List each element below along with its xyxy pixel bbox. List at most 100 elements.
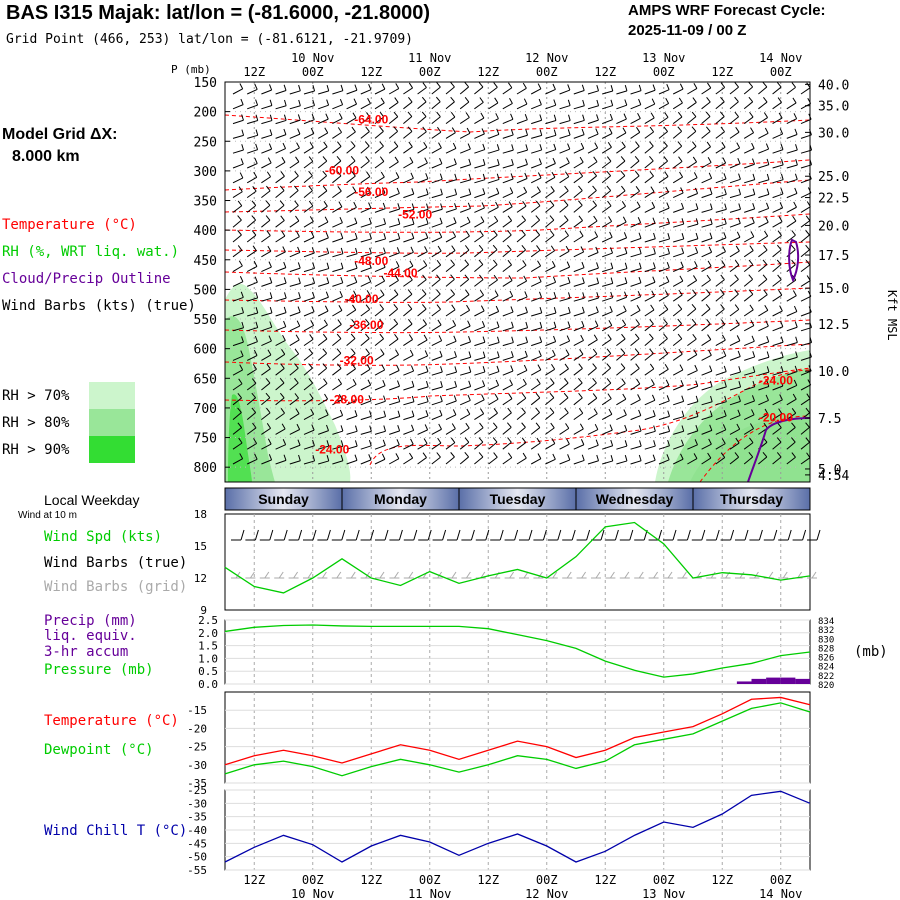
height-tick-label: 4.54: [818, 469, 849, 484]
wind-barb-grid-flag: [451, 571, 457, 579]
wind-barb-upper: [261, 190, 271, 198]
wind-barb-upper: [673, 444, 684, 450]
wind-barb-upper-flag: [594, 231, 599, 237]
wind-barb-upper-flag: [735, 437, 740, 444]
wind-barb-upper: [587, 267, 599, 273]
wind-barb-upper-flag: [749, 111, 754, 118]
wind-barb-upper-flag: [480, 408, 485, 414]
wind-barb-upper: [601, 353, 612, 361]
wind-barb-upper-flag: [351, 363, 356, 370]
date-label-bottom: 14 Nov: [759, 887, 802, 900]
wind-barb-upper-flag: [720, 96, 725, 103]
wind-barb-upper-flag: [496, 336, 500, 343]
wind-barb-upper-flag: [326, 440, 330, 447]
wind-barb-upper-flag: [663, 348, 669, 355]
wind-barb-upper-flag: [294, 393, 299, 399]
wind-barb-upper-flag: [510, 365, 514, 372]
wind-barb-upper: [559, 120, 571, 125]
wind-barb-grid-flag: [667, 571, 673, 579]
wind-barb-upper-flag: [634, 333, 640, 339]
wind-barb-true-flag: [773, 529, 778, 541]
wind-barb-upper-flag: [748, 82, 754, 88]
wind-barb-upper: [318, 268, 329, 273]
wind-barb-upper-flag: [664, 112, 669, 118]
wind-barb-upper: [729, 428, 740, 435]
wind-barb-upper: [701, 177, 712, 184]
wind-barb-upper: [374, 400, 386, 406]
wind-barb-upper-flag: [350, 156, 356, 162]
wind-barb-upper: [232, 119, 244, 125]
wind-barb-upper-flag: [382, 439, 386, 446]
wind-barb-upper: [459, 294, 470, 302]
wind-barb-upper-flag: [425, 188, 429, 195]
wind-barb-upper-flag: [777, 97, 782, 103]
wind-barb-upper: [800, 384, 811, 391]
hour-label-bottom: 12Z: [711, 873, 733, 887]
wind-barb-upper: [247, 104, 258, 110]
wind-barb-upper: [516, 312, 528, 317]
wind-barb-upper-flag: [707, 260, 712, 267]
wind-barb-upper: [616, 324, 626, 332]
wind-barb-upper-flag: [511, 144, 514, 151]
wind-barb-upper: [460, 400, 471, 406]
wind-barb-upper: [261, 427, 271, 435]
wind-barb-upper-flag: [336, 333, 342, 339]
wind-barb-upper-flag: [521, 215, 526, 221]
wind-barb-upper-flag: [294, 348, 300, 355]
temp-tick-label: -15: [187, 704, 207, 717]
precip-bar: [780, 677, 796, 684]
wind-barb-upper-flag: [241, 129, 245, 136]
wind-barb-upper: [261, 219, 271, 228]
wind-barb-upper-flag: [450, 437, 456, 443]
wind-barb-upper: [573, 412, 584, 421]
wind-barb-upper: [758, 101, 768, 110]
wind-barb-upper: [346, 353, 356, 361]
wind-barb-upper-flag: [240, 98, 244, 105]
wind-barb-upper-flag: [354, 84, 358, 91]
wind-barb-upper: [616, 430, 627, 435]
wind-barb-upper: [715, 193, 727, 199]
wind-barb-upper: [772, 102, 782, 110]
wind-barb-upper: [474, 164, 486, 169]
wind-barb-upper-flag: [752, 380, 756, 387]
isotherm-label: -28.00: [330, 393, 364, 407]
legend-dewpoint: Dewpoint (°C): [44, 742, 154, 758]
wind-barb-upper: [516, 219, 526, 228]
wind-barb-upper-flag: [309, 393, 314, 399]
wind-barb-upper: [587, 90, 599, 95]
wind-barb-true-flag: [557, 529, 562, 541]
wind-barb-upper: [545, 368, 555, 376]
wind-barb-upper-flag: [497, 159, 500, 166]
wind-barb-upper: [332, 399, 343, 406]
wind-barb-upper: [332, 253, 344, 258]
wind-barb-upper: [587, 413, 598, 421]
height-axis-label: Kft MSL: [885, 290, 899, 341]
wind-barb-upper-flag: [805, 244, 810, 251]
wind-barb-upper: [729, 163, 741, 169]
wind-barb-upper: [573, 220, 583, 228]
wind-barb-upper-flag: [567, 99, 571, 106]
wind-barb-upper-flag: [436, 274, 441, 280]
wind-barb-upper: [488, 206, 499, 213]
wind-barb-upper-flag: [793, 379, 798, 386]
wind-barb-upper-flag: [734, 452, 740, 458]
wind-barb-upper-flag: [524, 172, 528, 179]
wind-barb-upper-flag: [479, 230, 484, 236]
wind-barb-grid-flag: [581, 571, 587, 579]
wind-barb-upper: [488, 86, 498, 95]
wind-barb-upper-flag: [620, 363, 626, 369]
wind-barb-upper-flag: [454, 173, 458, 180]
wind-barb-upper-flag: [776, 259, 782, 265]
wind-barb-upper: [772, 235, 782, 243]
wind-barb-true-flag: [744, 529, 749, 541]
wind-barb-upper: [488, 193, 499, 199]
wind-barb-upper: [559, 176, 570, 184]
wind-barb-upper-flag: [451, 245, 456, 251]
wind-barb-upper-flag: [508, 82, 513, 89]
wind-barb-upper: [332, 190, 342, 199]
wind-barb-upper: [673, 238, 684, 243]
wind-barb-upper: [261, 266, 272, 273]
wind-barb-upper-flag: [479, 422, 484, 429]
wind-barb-upper-flag: [283, 114, 287, 121]
wind-barb-upper: [459, 249, 470, 258]
